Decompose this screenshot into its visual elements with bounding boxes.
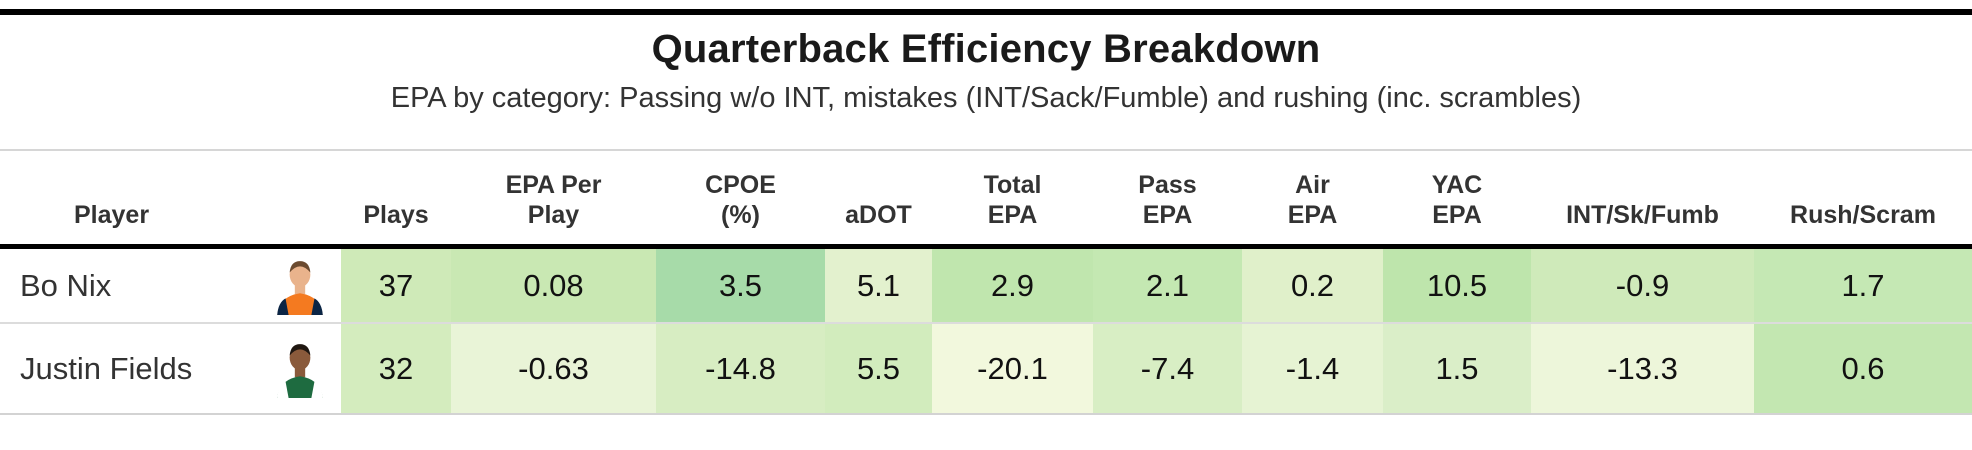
cell-plays: 32 (341, 322, 451, 415)
cell-adot: 5.1 (825, 246, 932, 323)
column-header-epa_per_play: EPA Per Play (451, 151, 656, 249)
page-subtitle: EPA by category: Passing w/o INT, mistak… (390, 82, 1582, 114)
cell-epa_per_play: 0.08 (451, 246, 656, 323)
qb-efficiency-table: Player Plays EPA Per Play CPOE (%) aDOT Total EP… (0, 151, 1972, 415)
header-row: Player Plays EPA Per Play CPOE (%) aDOT Total EP… (0, 151, 1972, 249)
table-body: Bo Nix 37 0.08 3.5 5.1 2.9 2.1 0.2 10.5 -0.9 1.7 Ju… (0, 246, 1972, 415)
cell-rush_scram: 0.6 (1754, 322, 1972, 415)
player-name: Justin Fields (20, 350, 193, 386)
table-row: Bo Nix 37 0.08 3.5 5.1 2.9 2.1 0.2 10.5 -0.9 1.7 (0, 246, 1972, 324)
cell-adot: 5.5 (825, 322, 932, 415)
player-cell-content: Bo Nix (0, 249, 341, 322)
cell-pass_epa: -7.4 (1093, 322, 1242, 415)
table-heading: Quarterback Efficiency Breakdown EPA by … (0, 15, 1972, 151)
cell-player: Bo Nix (0, 247, 341, 324)
table-header: Player Plays EPA Per Play CPOE (%) aDOT Total EP… (0, 151, 1972, 249)
table-top-border (0, 9, 1972, 15)
cell-plays: 37 (341, 246, 451, 323)
column-header-yac_epa: YAC EPA (1383, 151, 1531, 249)
cell-int_sk_fumb: -0.9 (1531, 246, 1754, 323)
column-header-cpoe_pct: CPOE (%) (656, 151, 825, 249)
cell-pass_epa: 2.1 (1093, 246, 1242, 323)
cell-epa_per_play: -0.63 (451, 322, 656, 415)
column-header-player: Player (0, 151, 341, 249)
column-header-int_sk_fumb: INT/Sk/Fumb (1531, 151, 1754, 249)
column-header-rush_scram: Rush/Scram (1754, 151, 1972, 249)
cell-total_epa: -20.1 (932, 322, 1093, 415)
cell-yac_epa: 1.5 (1383, 322, 1531, 415)
player-cell-content: Justin Fields (0, 324, 341, 413)
column-header-adot: aDOT (825, 151, 932, 249)
cell-rush_scram: 1.7 (1754, 246, 1972, 323)
cell-cpoe_pct: -14.8 (656, 322, 825, 415)
cell-player: Justin Fields (0, 322, 341, 415)
column-header-plays: Plays (341, 151, 451, 249)
cell-total_epa: 2.9 (932, 246, 1093, 323)
player-name: Bo Nix (20, 267, 112, 303)
cell-air_epa: -1.4 (1242, 322, 1383, 415)
column-header-air_epa: Air EPA (1242, 151, 1383, 249)
cell-cpoe_pct: 3.5 (656, 246, 825, 323)
cell-int_sk_fumb: -13.3 (1531, 322, 1754, 415)
column-header-pass_epa: Pass EPA (1093, 151, 1242, 249)
page-title: Quarterback Efficiency Breakdown (651, 27, 1321, 71)
cell-yac_epa: 10.5 (1383, 246, 1531, 323)
bo-nix-headshot (271, 257, 341, 315)
justin-fields-headshot (271, 340, 341, 398)
cell-air_epa: 0.2 (1242, 246, 1383, 323)
column-header-total_epa: Total EPA (932, 151, 1093, 249)
table-row: Justin Fields 32 -0.63 -14.8 5.5 -20.1 -7.4 -1.… (0, 322, 1972, 415)
